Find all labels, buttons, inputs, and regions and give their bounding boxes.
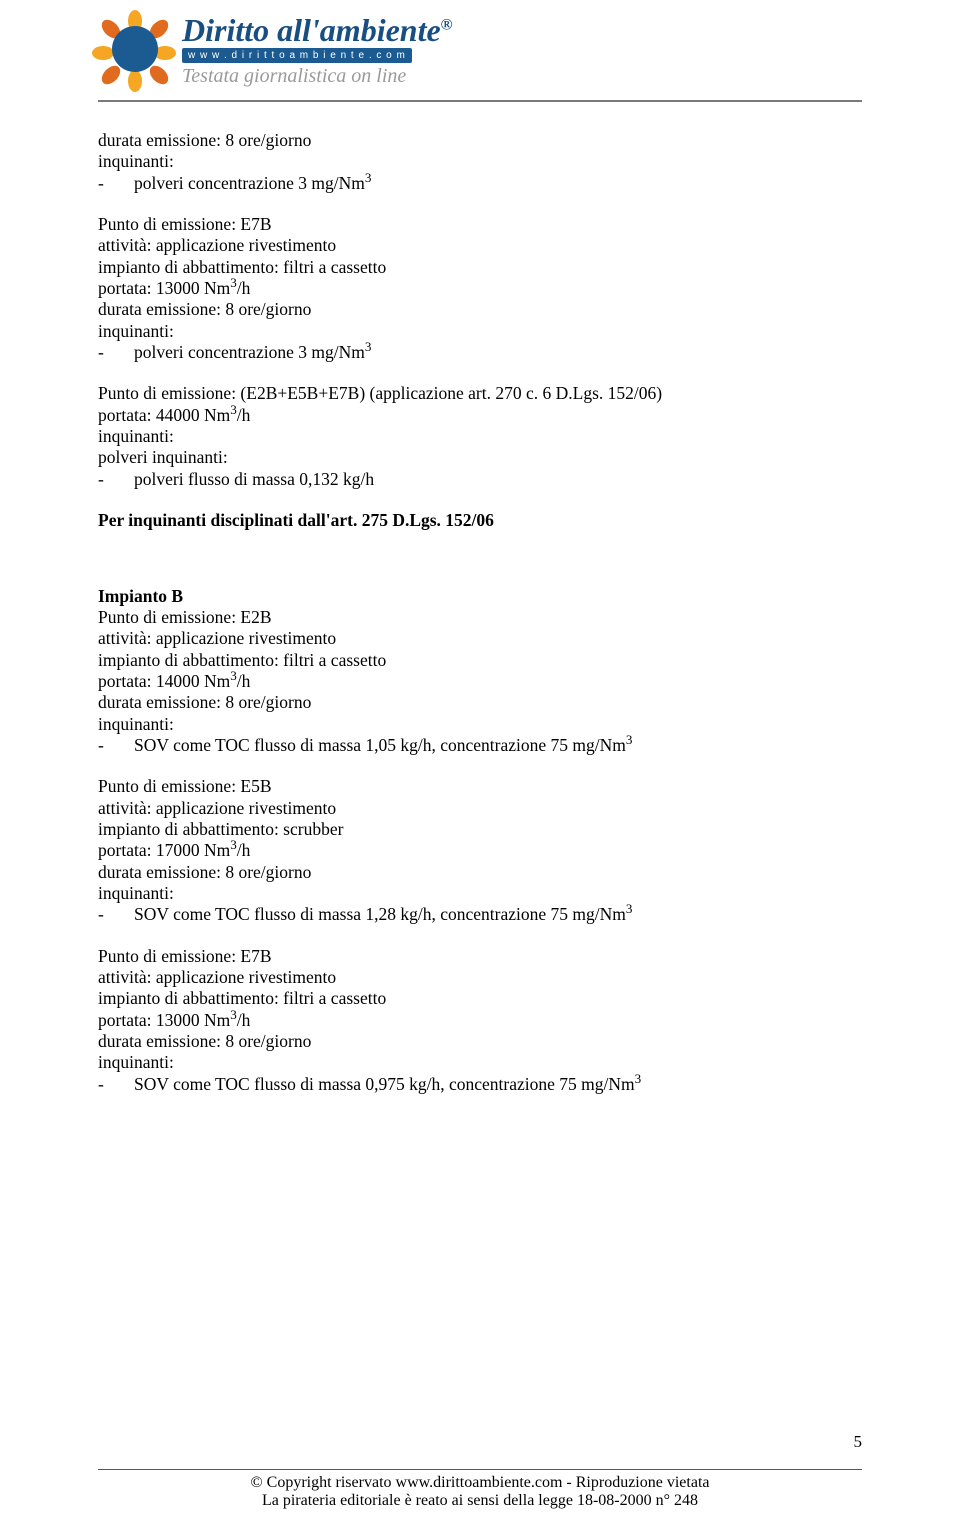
text-line: Punto di emissione: E7B [98,214,862,235]
text-line: Punto di emissione: E2B [98,607,862,628]
logo-text-block: Diritto all'ambiente® w w w . d i r i t … [182,12,453,88]
text-line: inquinanti: [98,1052,862,1073]
text-block: Per inquinanti disciplinati dall'art. 27… [98,510,862,531]
text-line: attività: applicazione rivestimento [98,798,862,819]
text-line: portata: 13000 Nm3/h [98,278,862,299]
bullet-line: polveri flusso di massa 0,132 kg/h [98,469,862,490]
site-logo: Diritto all'ambiente® w w w . d i r i t … [98,12,862,88]
sun-icon [98,12,172,86]
text-line: portata: 14000 Nm3/h [98,671,862,692]
text-line: portata: 17000 Nm3/h [98,840,862,861]
text-block: durata emissione: 8 ore/giornoinquinanti… [98,130,862,194]
text-line: Per inquinanti disciplinati dall'art. 27… [98,510,494,530]
text-line: inquinanti: [98,714,862,735]
text-line: polveri inquinanti: [98,447,862,468]
header-divider [98,100,862,102]
logo-url: w w w . d i r i t t o a m b i e n t e . … [182,48,412,63]
text-line: inquinanti: [98,151,862,172]
text-line: durata emissione: 8 ore/giorno [98,130,862,151]
text-block: Impianto BPunto di emissione: E2Battivit… [98,586,862,757]
text-line: inquinanti: [98,883,862,904]
text-line: durata emissione: 8 ore/giorno [98,1031,862,1052]
text-line: attività: applicazione rivestimento [98,235,862,256]
text-line: portata: 44000 Nm3/h [98,405,862,426]
text-line: impianto di abbattimento: filtri a casse… [98,650,862,671]
text-block: Punto di emissione: (E2B+E5B+E7B) (appli… [98,383,862,490]
text-line: durata emissione: 8 ore/giorno [98,299,862,320]
text-line: durata emissione: 8 ore/giorno [98,862,862,883]
text-line: Impianto B [98,586,862,607]
text-line: impianto di abbattimento: filtri a casse… [98,257,862,278]
document-body: durata emissione: 8 ore/giornoinquinanti… [98,130,862,1095]
logo-subtitle: Testata giornalistica on line [182,65,453,88]
bullet-line: polveri concentrazione 3 mg/Nm3 [98,342,862,363]
text-line: Punto di emissione: E7B [98,946,862,967]
footer-line-1: © Copyright riservato www.dirittoambient… [98,1474,862,1492]
logo-title: Diritto all'ambiente® [182,14,453,46]
bullet-line: polveri concentrazione 3 mg/Nm3 [98,173,862,194]
section-gap [98,552,862,586]
text-line: Punto di emissione: E5B [98,776,862,797]
bullet-line: SOV come TOC flusso di massa 1,05 kg/h, … [98,735,862,756]
bullet-line: SOV come TOC flusso di massa 1,28 kg/h, … [98,904,862,925]
footer-line-2: La pirateria editoriale è reato ai sensi… [98,1492,862,1510]
text-line: impianto di abbattimento: scrubber [98,819,862,840]
text-line: impianto di abbattimento: filtri a casse… [98,988,862,1009]
page-number: 5 [854,1432,863,1452]
text-line: attività: applicazione rivestimento [98,628,862,649]
text-line: durata emissione: 8 ore/giorno [98,692,862,713]
document-page: Diritto all'ambiente® w w w . d i r i t … [0,0,960,1536]
text-line: inquinanti: [98,426,862,447]
text-block: Punto di emissione: E7Battività: applica… [98,946,862,1095]
bullet-line: SOV come TOC flusso di massa 0,975 kg/h,… [98,1074,862,1095]
page-footer: © Copyright riservato www.dirittoambient… [98,1469,862,1510]
text-block: Punto di emissione: E7Battività: applica… [98,214,862,363]
text-line: attività: applicazione rivestimento [98,967,862,988]
text-line: portata: 13000 Nm3/h [98,1010,862,1031]
footer-divider [98,1469,862,1470]
text-line: Punto di emissione: (E2B+E5B+E7B) (appli… [98,383,862,404]
text-line: inquinanti: [98,321,862,342]
text-block: Punto di emissione: E5Battività: applica… [98,776,862,925]
